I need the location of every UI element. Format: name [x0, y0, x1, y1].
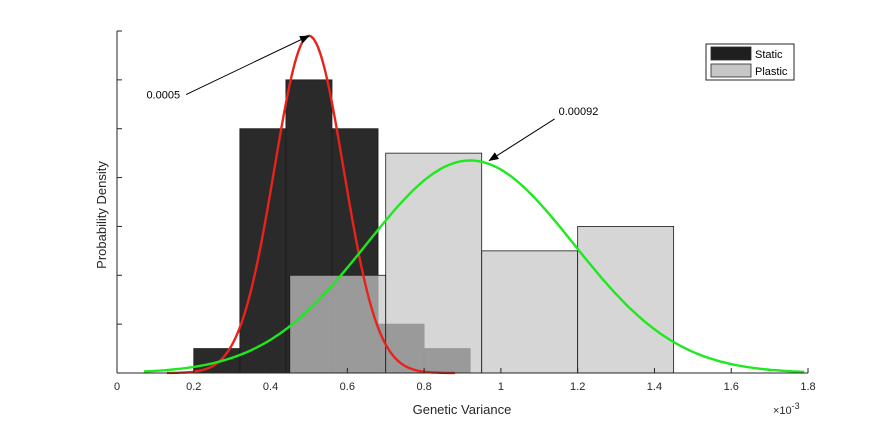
- curves-layer: [143, 34, 805, 375]
- x-tick-label: 1.8: [800, 381, 815, 393]
- bar-static-0: [239, 128, 287, 374]
- legend-label-plastic: Plastic: [755, 66, 788, 78]
- x-tick-label: 0: [114, 381, 120, 393]
- bar-plastic-1: [385, 152, 483, 374]
- bar-plastic-2: [481, 250, 579, 374]
- annotation-arrow-0: [185, 35, 310, 95]
- x-multiplier: ×10-3: [773, 401, 800, 417]
- annotation-label-0: 0.0005: [146, 90, 180, 102]
- legend-swatch-plastic: [710, 63, 752, 78]
- x-tick-label: 0.2: [186, 381, 201, 393]
- x-tick-label: 1.2: [570, 381, 585, 393]
- annotation-label-1: 0.00092: [559, 106, 599, 118]
- x-tick-label: 1.4: [647, 381, 662, 393]
- legend-label-static: Static: [755, 49, 783, 61]
- y-axis-label: Probability Density: [94, 161, 109, 269]
- annotations-layer: 0.0005 0.00092: [146, 35, 599, 162]
- fit-curve-static: [166, 34, 455, 375]
- legend: Static Plastic: [705, 43, 795, 81]
- x-tick-label: 1: [498, 381, 504, 393]
- x-tick-label: 0.6: [340, 381, 355, 393]
- annotation-arrow-1: [488, 118, 555, 162]
- bar-plastic-0: [289, 274, 387, 374]
- bar-plastic-3: [577, 226, 675, 374]
- x-tick-label: 0.4: [263, 381, 278, 393]
- axes-layer: [116, 31, 808, 374]
- legend-swatch-static: [710, 46, 752, 61]
- fit-curve-plastic: [143, 159, 805, 373]
- x-multiplier-exponent: -3: [792, 401, 800, 411]
- x-axis-label: Genetic Variance: [413, 402, 512, 417]
- ticks-layer: 0 0.2 0.4 0.6 0.8 1 1.2 1.4 1.6 1.8: [114, 30, 816, 393]
- bars-layer: [193, 79, 675, 374]
- x-tick-label: 0.8: [416, 381, 431, 393]
- x-tick-label: 1.6: [724, 381, 739, 393]
